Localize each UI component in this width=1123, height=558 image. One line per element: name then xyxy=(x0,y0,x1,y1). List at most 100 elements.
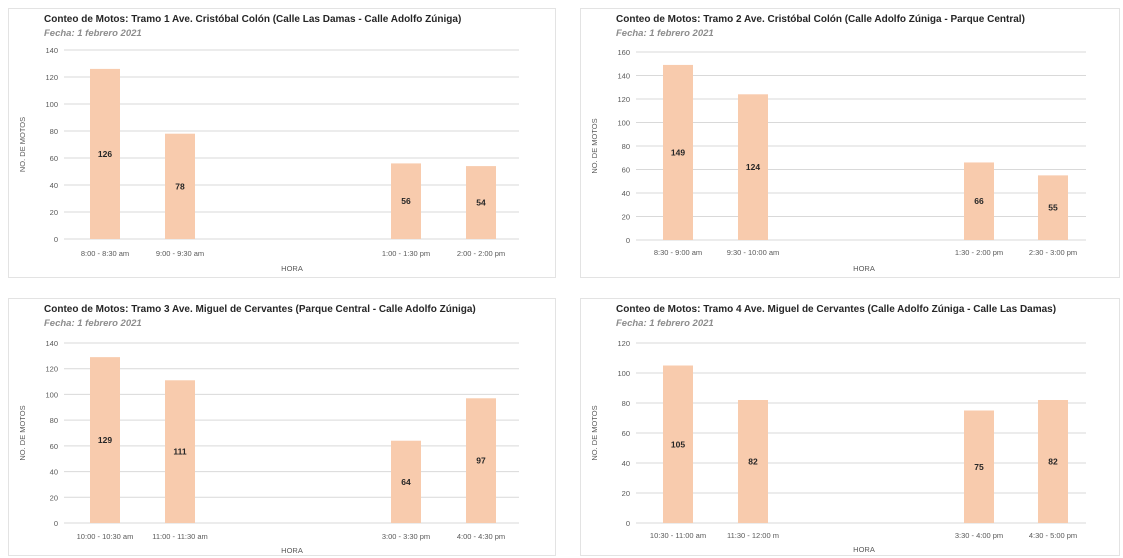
chart-subtitle: Fecha: 1 febrero 2021 xyxy=(44,28,142,39)
y-tick-label: 40 xyxy=(622,459,630,468)
x-tick-label: 4:00 - 4:30 pm xyxy=(457,532,505,541)
chart-panel-tramo-4: Conteo de Motos: Tramo 4 Ave. Miguel de … xyxy=(580,298,1120,556)
chart-subtitle: Fecha: 1 febrero 2021 xyxy=(44,318,142,329)
y-tick-label: 100 xyxy=(617,369,630,378)
y-tick-label: 140 xyxy=(45,339,58,348)
y-tick-label: 80 xyxy=(50,416,58,425)
y-tick-label: 60 xyxy=(622,166,630,175)
bar xyxy=(738,94,768,240)
x-tick-label: 2:00 - 2:00 pm xyxy=(457,249,505,258)
bar-chart-tramo-3: 0 20 40 60 80 100 120 140 NO. DE MOTOS 129 10:00 -… xyxy=(18,339,519,555)
bar xyxy=(90,357,120,523)
bar-data-label: 55 xyxy=(1048,203,1058,213)
bar xyxy=(964,162,994,240)
y-tick-label: 40 xyxy=(50,181,58,190)
x-tick-label: 4:30 - 5:00 pm xyxy=(1029,531,1077,540)
y-tick-label: 20 xyxy=(622,489,630,498)
y-axis-label: NO. DE MOTOS xyxy=(590,405,599,460)
x-tick-label: 3:30 - 4:00 pm xyxy=(955,531,1003,540)
y-axis-label: NO. DE MOTOS xyxy=(18,117,27,172)
bar xyxy=(391,440,421,523)
chart-panel-tramo-1: Conteo de Motos: Tramo 1 Ave. Cristóbal … xyxy=(8,8,556,278)
bar-data-label: 54 xyxy=(476,198,486,208)
chart-panel-tramo-2: Conteo de Motos: Tramo 2 Ave. Cristóbal … xyxy=(580,8,1120,278)
bar-data-label: 149 xyxy=(671,147,685,157)
y-axis-label: NO. DE MOTOS xyxy=(18,405,27,460)
y-tick-label: 60 xyxy=(622,429,630,438)
y-tick-label: 20 xyxy=(50,208,58,217)
bar xyxy=(1038,175,1068,240)
bar-chart-tramo-2: 0 20 40 60 80 100 120 140 160 NO. DE MOTOS 149 8:30… xyxy=(590,48,1086,273)
y-tick-label: 100 xyxy=(45,100,58,109)
y-tick-label: 0 xyxy=(626,236,630,245)
y-tick-label: 60 xyxy=(50,154,58,163)
bar-chart-tramo-1: 0 20 40 60 80 100 120 140 NO. DE MOTOS 126 8:00 - … xyxy=(18,46,519,273)
x-tick-label: 8:00 - 8:30 am xyxy=(81,249,129,258)
y-tick-label: 80 xyxy=(622,399,630,408)
bar-data-label: 56 xyxy=(401,196,411,206)
y-tick-label: 80 xyxy=(622,142,630,151)
bar xyxy=(738,400,768,523)
x-tick-label: 3:00 - 3:30 pm xyxy=(382,532,430,541)
y-tick-label: 80 xyxy=(50,127,58,136)
x-tick-label: 11:00 - 11:30 am xyxy=(152,532,208,541)
chart-title: Conteo de Motos: Tramo 3 Ave. Miguel de … xyxy=(44,304,476,315)
y-tick-label: 40 xyxy=(50,468,58,477)
chart-panel-tramo-3: Conteo de Motos: Tramo 3 Ave. Miguel de … xyxy=(8,298,556,556)
chart-title: Conteo de Motos: Tramo 2 Ave. Cristóbal … xyxy=(616,14,1025,25)
x-tick-label: 2:30 - 3:00 pm xyxy=(1029,248,1077,257)
y-tick-label: 120 xyxy=(45,365,58,374)
bar-data-label: 124 xyxy=(746,162,760,172)
x-tick-label: 10:30 - 11:00 am xyxy=(650,531,706,540)
bar-data-label: 66 xyxy=(974,196,984,206)
bar-data-label: 97 xyxy=(476,456,486,466)
y-tick-label: 120 xyxy=(45,73,58,82)
x-tick-label: 8:30 - 9:00 am xyxy=(654,248,702,257)
bar xyxy=(466,166,496,239)
bar-data-label: 82 xyxy=(748,457,758,467)
bar xyxy=(1038,400,1068,523)
y-tick-label: 20 xyxy=(50,493,58,502)
bar xyxy=(165,380,195,523)
bar-chart-tramo-4: 0 20 40 60 80 100 120 NO. DE MOTOS 105 10:30 - 11… xyxy=(590,339,1086,554)
y-axis-label: NO. DE MOTOS xyxy=(590,118,599,173)
chart-title: Conteo de Motos: Tramo 1 Ave. Cristóbal … xyxy=(44,14,462,25)
y-tick-label: 100 xyxy=(617,119,630,128)
bar xyxy=(165,133,195,239)
bar xyxy=(663,64,693,240)
bar xyxy=(90,68,120,240)
x-axis-label: HORA xyxy=(281,264,303,273)
y-tick-label: 0 xyxy=(54,519,58,528)
x-tick-label: 1:30 - 2:00 pm xyxy=(955,248,1003,257)
chart-title: Conteo de Motos: Tramo 4 Ave. Miguel de … xyxy=(616,304,1057,315)
y-tick-label: 140 xyxy=(45,46,58,55)
x-tick-label: 11:30 - 12:00 m xyxy=(727,531,779,540)
y-tick-label: 60 xyxy=(50,442,58,451)
bar xyxy=(964,410,994,523)
x-axis-label: HORA xyxy=(853,264,875,273)
y-tick-label: 140 xyxy=(617,72,630,81)
y-tick-label: 160 xyxy=(617,48,630,57)
bar-data-label: 82 xyxy=(1048,457,1058,467)
bar xyxy=(466,398,496,523)
y-tick-label: 120 xyxy=(617,95,630,104)
y-tick-label: 100 xyxy=(45,390,58,399)
bar-data-label: 126 xyxy=(98,149,112,159)
bar-data-label: 129 xyxy=(98,435,112,445)
y-tick-label: 0 xyxy=(54,235,58,244)
x-axis-label: HORA xyxy=(853,545,875,554)
bar-data-label: 75 xyxy=(974,462,984,472)
y-tick-label: 0 xyxy=(626,519,630,528)
bar xyxy=(391,163,421,239)
y-tick-label: 120 xyxy=(617,339,630,348)
bar xyxy=(663,365,693,523)
chart-subtitle: Fecha: 1 febrero 2021 xyxy=(616,28,714,39)
x-tick-label: 9:30 - 10:00 am xyxy=(727,248,780,257)
x-tick-label: 10:00 - 10:30 am xyxy=(77,532,134,541)
chart-subtitle: Fecha: 1 febrero 2021 xyxy=(616,318,714,329)
bar-data-label: 78 xyxy=(175,181,185,191)
y-tick-label: 40 xyxy=(622,189,630,198)
x-tick-label: 9:00 - 9:30 am xyxy=(156,249,204,258)
bar-data-label: 64 xyxy=(401,477,411,487)
x-axis-label: HORA xyxy=(281,546,303,555)
